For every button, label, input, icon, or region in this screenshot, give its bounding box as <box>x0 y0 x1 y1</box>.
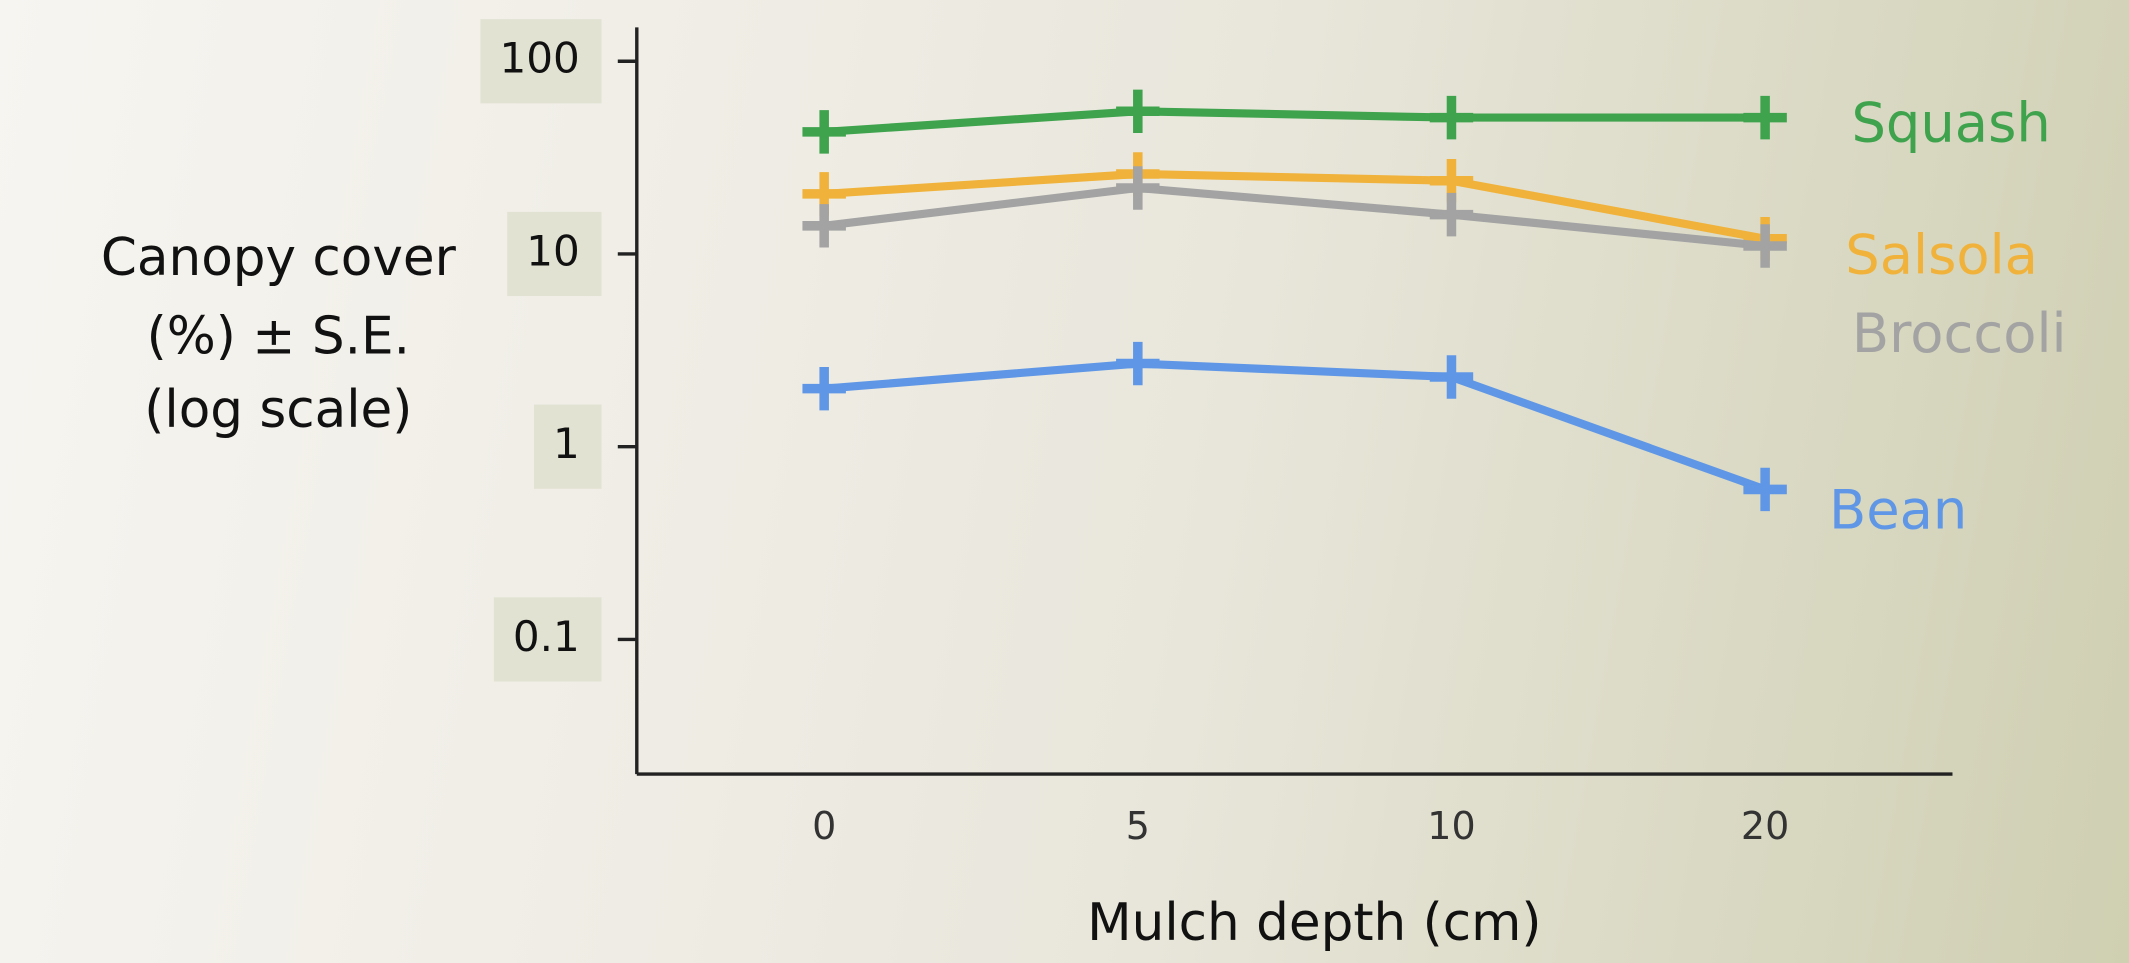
series-line <box>823 169 1766 243</box>
marker <box>1116 341 1160 386</box>
legend-label: Broccoli <box>1852 302 2067 365</box>
legend-label: Bean <box>1829 479 1967 542</box>
marker <box>802 366 846 411</box>
y-tick-label: 100 <box>499 34 579 83</box>
marker <box>1743 467 1787 512</box>
y-tick-box <box>480 19 602 104</box>
x-axis-label: Mulch depth (cm) <box>1087 893 1541 953</box>
x-tick-label: 5 <box>1126 804 1150 848</box>
marker <box>1116 89 1160 134</box>
marker <box>802 204 846 248</box>
y-axis-label: (log scale) <box>144 380 412 440</box>
x-tick-label: 0 <box>812 804 836 848</box>
series-line <box>823 107 1766 136</box>
y-tick-label: 10 <box>526 226 580 275</box>
marker <box>1743 224 1787 268</box>
x-tick-label: 20 <box>1741 804 1789 848</box>
marker <box>1116 166 1160 210</box>
y-tick-box <box>507 211 602 297</box>
y-tick-label: 1 <box>553 419 580 468</box>
marker <box>1429 192 1474 237</box>
legend-label: Salsola <box>1845 223 2038 286</box>
legend-label: Squash <box>1851 92 2050 155</box>
x-tick-label: 10 <box>1427 804 1475 848</box>
y-tick-label: 0.1 <box>513 612 580 661</box>
marker <box>1743 95 1787 140</box>
series-line <box>823 183 1766 251</box>
y-axis-label: (%) ± S.E. <box>147 307 410 367</box>
series-line <box>823 359 1767 494</box>
y-tick-box <box>533 404 602 489</box>
marker <box>802 110 846 154</box>
marker <box>1429 355 1474 399</box>
y-axis-label: Canopy cover <box>101 228 457 288</box>
marker <box>1429 95 1474 140</box>
y-tick-box <box>493 597 602 682</box>
